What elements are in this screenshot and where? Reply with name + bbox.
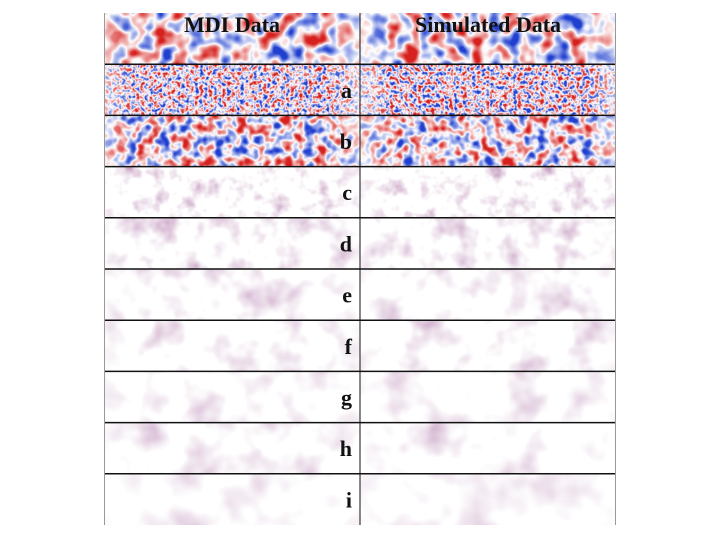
column-header-mdi: MDI Data [184,13,280,37]
panel-edge-fade [360,166,616,218]
row-label-d: d [340,231,352,256]
panel-edge-fade [360,320,616,372]
panel-edge-fade [104,371,360,423]
panel-edge-fade [360,422,616,474]
panel-edge-fade [104,269,360,321]
panel-sim-a [360,64,616,116]
panel-sim-g [360,371,616,423]
row-label-a: a [341,78,352,103]
panel-edge-fade [360,64,616,116]
panel-mdi-f [104,320,360,372]
panel-mdi-a [104,64,360,116]
row-label-b: b [340,129,352,154]
figure-panel: MDI Data Simulated Data a b c d e f g h i [104,13,616,525]
panel-edge-fade [360,371,616,423]
panel-edge-fade [360,13,616,65]
panel-mdi-e [104,269,360,321]
panel-edge-fade [360,217,616,269]
panel-sim-f [360,320,616,372]
panel-sim-c [360,166,616,218]
panel-sim-i [360,473,616,525]
panel-sim-d [360,217,616,269]
row-label-c: c [342,180,352,205]
panel-edge-fade [104,64,360,116]
panel-edge-fade [104,115,360,167]
row-label-h: h [340,436,352,461]
figure-grid: MDI Data Simulated Data a b c d e f g h i [104,13,616,525]
label-layer: MDI Data Simulated Data a b c d e f g h i [184,13,561,512]
row-label-f: f [345,334,353,359]
panel-edge-fade [104,13,360,65]
panel-edge-fade [104,422,360,474]
gridline-layer [104,13,616,525]
panel-mdi-g [104,371,360,423]
panel-edge-fade [104,166,360,218]
column-header-sim: Simulated Data [415,13,561,37]
panel-edge-fade [360,269,616,321]
panel-sim-top [360,13,616,65]
row-label-i: i [346,487,352,512]
panel-sim-b [360,115,616,167]
panel-sim-h [360,422,616,474]
panel-mdi-i [104,473,360,525]
panel-edge-fade [104,320,360,372]
row-label-g: g [341,385,352,410]
panel-mdi-b [104,115,360,167]
panel-mdi-c [104,166,360,218]
panel-sim-e [360,269,616,321]
panel-mdi-h [104,422,360,474]
panel-mdi-d [104,217,360,269]
panel-layer [104,13,616,525]
panel-edge-fade [360,115,616,167]
row-label-e: e [342,283,352,308]
panel-mdi-top [104,13,360,65]
panel-edge-fade [104,473,360,525]
panel-edge-fade [104,217,360,269]
panel-edge-fade [360,473,616,525]
